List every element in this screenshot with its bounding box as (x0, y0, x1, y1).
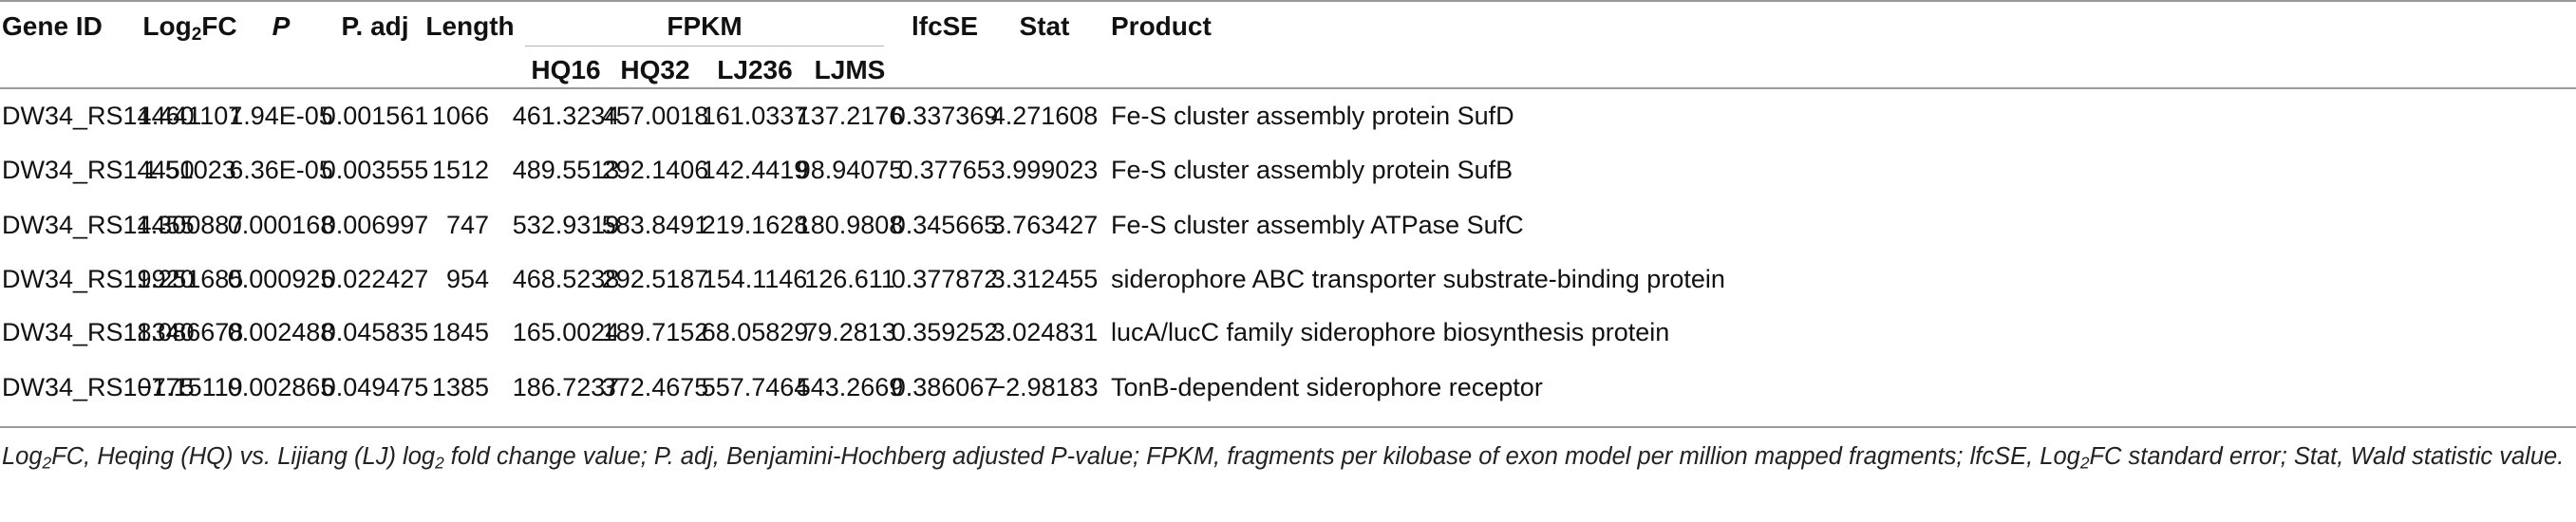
cell-p-adj: 0.022427 (321, 265, 429, 293)
cell-product: TonB-dependent siderophore receptor (1111, 373, 1543, 401)
cell-log2fc: −1.15119 (137, 373, 243, 401)
cell-fpkm-lj236: 68.05829 (701, 318, 809, 346)
cell-fpkm-hq16: 489.5513 (512, 156, 620, 184)
cell-length: 747 (445, 211, 489, 239)
cell-fpkm-hq32: 292.1406 (601, 156, 709, 184)
header-lj236: LJ236 (717, 55, 793, 84)
cell-fpkm-hq16: 186.7237 (512, 373, 620, 401)
cell-fpkm-ljms: 126.611 (804, 265, 895, 293)
cell-p-adj: 0.049475 (321, 373, 429, 401)
cell-log2fc: 1.086678 (136, 318, 244, 346)
cell-p-adj: 0.001561 (321, 102, 429, 130)
header-ljms: LJMS (814, 55, 886, 84)
cell-gene-id: DW34_RS18340 (2, 318, 195, 346)
cell-fpkm-ljms: 137.2176 (796, 102, 904, 130)
cell-p-adj: 0.045835 (321, 318, 429, 346)
header-p: P (272, 11, 291, 41)
cell-fpkm-hq32: 372.4675 (601, 373, 709, 401)
cell-gene-id: DW34_RS14450 (2, 156, 195, 184)
cell-gene-id: DW34_RS19920 (2, 265, 195, 293)
cell-log2fc: 1.300887 (136, 211, 244, 239)
cell-fpkm-hq16: 165.0024 (512, 318, 620, 346)
cell-stat: 4.271608 (990, 102, 1099, 130)
cell-p-adj: 0.006997 (321, 211, 429, 239)
cell-p-adj: 0.003555 (321, 156, 429, 184)
cell-lfcse: 0.345665 (891, 211, 999, 239)
header-stat: Stat (1019, 11, 1070, 41)
cell-log2fc: 1.441107 (137, 102, 243, 130)
cell-lfcse: 0.386067 (891, 373, 999, 401)
cell-fpkm-hq16: 468.5238 (512, 265, 620, 293)
cell-stat: 3.024831 (990, 318, 1099, 346)
header-bottom-rule (0, 87, 2576, 89)
cell-fpkm-lj236: 142.4419 (701, 156, 809, 184)
cell-product: Fe-S cluster assembly protein SufB (1111, 156, 1514, 184)
table-top-rule (0, 0, 2576, 2)
cell-fpkm-hq16: 461.3234 (512, 102, 620, 130)
cell-product: siderophore ABC transporter substrate-bi… (1111, 265, 1725, 293)
cell-gene-id: DW34_RS14460 (2, 102, 195, 130)
cell-length: 1512 (431, 156, 489, 184)
cell-lfcse: 0.359252 (891, 318, 999, 346)
cell-length: 1845 (431, 318, 489, 346)
cell-p-value: 6.36E-05 (229, 156, 333, 184)
cell-log2fc: 1.251685 (136, 265, 244, 293)
cell-length: 1066 (431, 102, 489, 130)
cell-fpkm-ljms: 79.2813 (803, 318, 896, 346)
cell-stat: 3.312455 (990, 265, 1099, 293)
cell-fpkm-lj236: 557.7464 (701, 373, 809, 401)
cell-product: lucA/lucC family siderophore biosynthesi… (1111, 318, 1670, 346)
cell-fpkm-hq32: 583.8491 (601, 211, 709, 239)
cell-product: Fe-S cluster assembly protein SufD (1111, 102, 1514, 130)
header-length: Length (425, 11, 515, 41)
cell-fpkm-hq32: 189.7152 (601, 318, 709, 346)
table-bottom-rule (0, 426, 2576, 428)
cell-gene-id: DW34_RS14455 (2, 211, 195, 239)
cell-fpkm-ljms: 180.9808 (796, 211, 904, 239)
cell-p-value: 1.94E-05 (229, 102, 333, 130)
table-footnote: Log2FC, Heqing (HQ) vs. Lijiang (LJ) log… (2, 443, 2565, 473)
cell-lfcse: 0.337369 (891, 102, 999, 130)
cell-fpkm-ljms: 98.94075 (796, 156, 904, 184)
cell-stat: −2.98183 (990, 373, 1099, 401)
header-lfcse: lfcSE (911, 11, 979, 41)
cell-fpkm-ljms: 543.2669 (796, 373, 904, 401)
cell-p-value: 0.002488 (227, 318, 335, 346)
header-fpkm: FPKM (667, 11, 743, 41)
cell-gene-id: DW34_RS10775 (2, 373, 195, 401)
header-p-adj: P. adj (341, 11, 409, 41)
header-gene-id: Gene ID (2, 11, 103, 41)
cell-length: 954 (445, 265, 489, 293)
cell-fpkm-lj236: 161.0337 (701, 102, 809, 130)
cell-p-value: 0.002865 (227, 373, 335, 401)
header-log2fc: Log2FC (142, 11, 237, 45)
cell-lfcse: 0.37765 (898, 156, 991, 184)
cell-length: 1385 (431, 373, 489, 401)
cell-lfcse: 0.377872 (891, 265, 999, 293)
cell-stat: 3.763427 (990, 211, 1099, 239)
cell-p-value: 0.000168 (227, 211, 335, 239)
cell-fpkm-lj236: 154.1146 (702, 265, 808, 293)
cell-fpkm-hq32: 457.0018 (601, 102, 709, 130)
cell-fpkm-hq16: 532.9319 (512, 211, 620, 239)
cell-product: Fe-S cluster assembly ATPase SufC (1111, 211, 1524, 239)
cell-stat: 3.999023 (990, 156, 1099, 184)
header-hq32: HQ32 (620, 55, 690, 84)
cell-fpkm-lj236: 219.1628 (701, 211, 809, 239)
header-product: Product (1111, 11, 1212, 41)
header-hq16: HQ16 (531, 55, 601, 84)
fpkm-group-rule (525, 46, 884, 47)
cell-p-value: 0.000925 (227, 265, 335, 293)
cell-fpkm-hq32: 292.5187 (601, 265, 709, 293)
cell-log2fc: 1.51023 (143, 156, 236, 184)
